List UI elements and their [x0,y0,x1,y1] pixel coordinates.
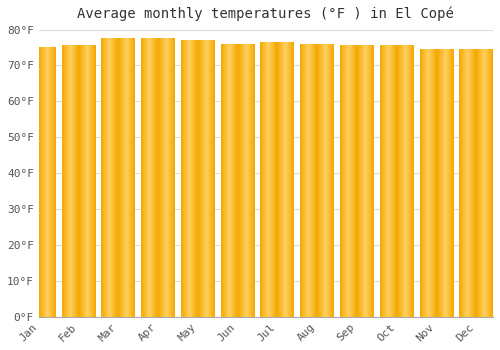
Bar [300,44,334,317]
Bar [181,40,214,317]
Bar [220,44,254,317]
Bar [62,46,96,317]
Bar [141,38,175,317]
Title: Average monthly temperatures (°F ) in El Copé: Average monthly temperatures (°F ) in El… [78,7,454,21]
Bar [420,49,454,317]
Bar [460,49,493,317]
Bar [380,46,414,317]
Bar [102,38,135,317]
Bar [22,48,56,317]
Bar [340,46,374,317]
Bar [260,42,294,317]
